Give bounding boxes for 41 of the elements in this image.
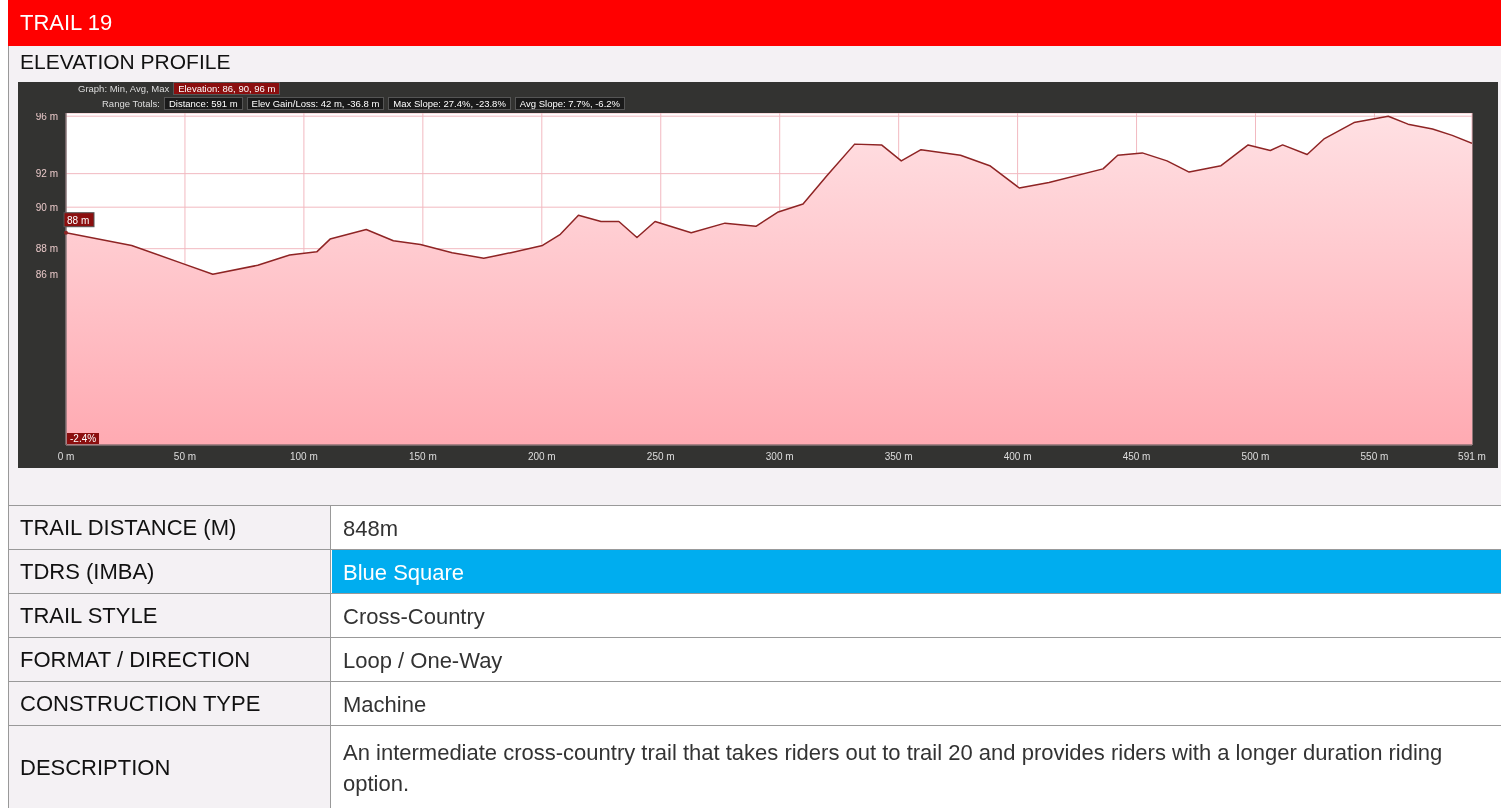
text: Loop / One-Way <box>332 638 1501 682</box>
y-tick-label: 96 m <box>35 110 58 122</box>
x-tick-label: 0 m <box>57 451 75 463</box>
text: Cross-Country <box>332 594 1501 638</box>
x-tick-label: 150 m <box>408 451 437 463</box>
x-tick-label: 100 m <box>290 451 318 463</box>
text: TRAIL DISTANCE (M) <box>9 506 331 550</box>
y-tick-label: 90 m <box>35 201 58 213</box>
text: 848m <box>332 506 1501 550</box>
x-tick-label: 200 m <box>527 451 556 463</box>
x-tick-label: 550 m <box>1360 451 1389 463</box>
y-tick-label: 88 m <box>35 243 58 255</box>
text: TRAIL STYLE <box>9 594 331 638</box>
text: DESCRIPTION <box>9 726 331 808</box>
text: FORMAT / DIRECTION <box>9 638 331 682</box>
text: Max Slope: 27.4%, -23.8% <box>388 97 511 110</box>
x-tick-label: 350 m <box>884 451 913 463</box>
y-tick-label: 92 m <box>35 168 58 180</box>
text: Graph: Min, Avg, Max <box>78 83 170 94</box>
annotation: -2.4% <box>67 433 100 444</box>
x-tick-label: 300 m <box>765 451 794 463</box>
x-tick-label: 450 m <box>1122 451 1151 463</box>
text: CONSTRUCTION TYPE <box>9 682 331 726</box>
chart-subtitle: ELEVATION PROFILE <box>20 50 231 74</box>
text: Elevation: 86, 90, 96 m <box>173 82 281 95</box>
x-tick-label: 400 m <box>1003 451 1032 463</box>
text: Distance: 591 m <box>163 97 243 110</box>
x-tick-label: 591 m <box>1458 451 1486 463</box>
text: Avg Slope: 7.7%, -6.2% <box>514 97 626 110</box>
text: TDRS (IMBA) <box>9 550 331 594</box>
text: Elev Gain/Loss: 42 m, -36.8 m <box>246 97 385 110</box>
x-tick-label: 250 m <box>646 451 675 463</box>
text: An intermediate cross-country trail that takes riders out to trail 20 and provides riders with a longer duration riding option. <box>332 726 1501 808</box>
text: Blue Square <box>332 550 1501 594</box>
text: Machine <box>332 682 1501 726</box>
chart-title: TRAIL 19 <box>8 0 1501 46</box>
text: Range Totals: <box>102 98 160 109</box>
annotation: 88 m <box>67 214 90 226</box>
x-tick-label: 50 m <box>173 451 197 463</box>
y-tick-label: 86 m <box>35 268 58 280</box>
x-tick-label: 500 m <box>1241 451 1270 463</box>
